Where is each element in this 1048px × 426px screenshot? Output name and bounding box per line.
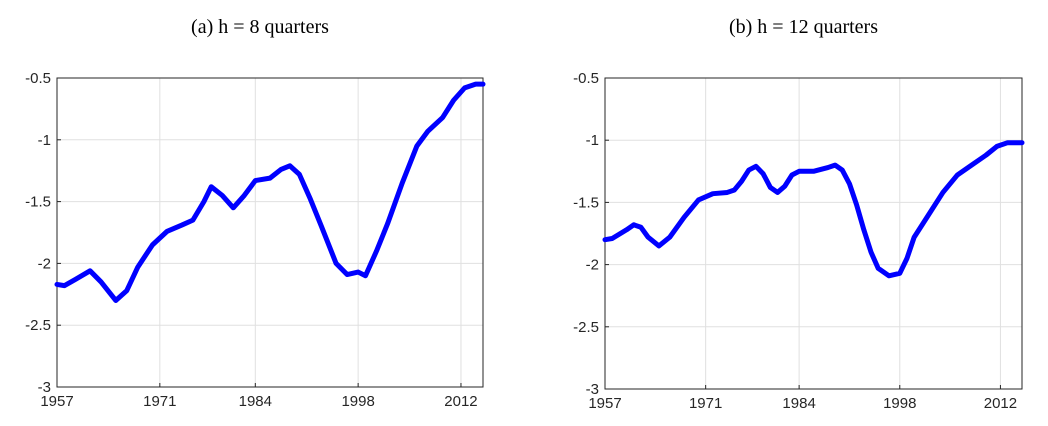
y-tick-label: -1 (586, 132, 599, 149)
x-tick-label: 1984 (239, 393, 272, 410)
x-tick-label: 1998 (883, 395, 916, 412)
x-tick-label: 2012 (984, 395, 1017, 412)
y-tick-label: -1.5 (573, 194, 599, 211)
x-tick-label: 1957 (40, 393, 73, 410)
y-tick-label: -2 (38, 255, 51, 272)
y-tick-label: -0.5 (573, 70, 599, 87)
y-tick-label: -1.5 (25, 194, 51, 211)
plot-frame (604, 77, 1023, 390)
data-line (54, 81, 486, 303)
x-tick-label: 1971 (143, 393, 176, 410)
chart-title: (b) h = 12 quarters (729, 16, 878, 38)
plot-frame (56, 77, 484, 388)
y-tick-label: -3 (586, 381, 599, 398)
y-tick-label: -0.5 (25, 70, 51, 87)
y-tick-label: -3 (38, 379, 51, 396)
x-tick-label: 2012 (444, 393, 477, 410)
y-tick-label: -2.5 (573, 319, 599, 336)
plot-area (57, 78, 483, 387)
x-tick-label: 1957 (588, 395, 621, 412)
y-tick-label: -1 (38, 132, 51, 149)
x-tick-label: 1984 (782, 395, 815, 412)
x-tick-label: 1971 (689, 395, 722, 412)
chart-title: (a) h = 8 quarters (191, 16, 329, 38)
y-tick-label: -2.5 (25, 317, 51, 334)
data-line (602, 140, 1025, 279)
x-tick-label: 1998 (341, 393, 374, 410)
plot-area (605, 78, 1022, 389)
y-tick-label: -2 (586, 257, 599, 274)
